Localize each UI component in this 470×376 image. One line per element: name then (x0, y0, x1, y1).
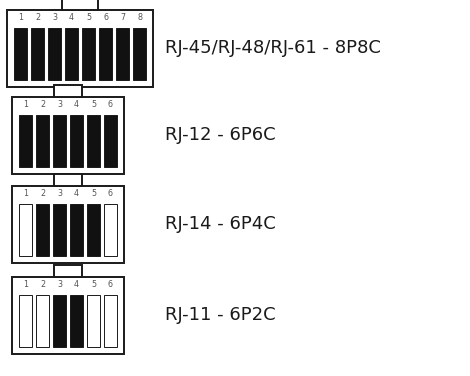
Bar (14, 27, 27, 79)
Text: 5: 5 (91, 100, 96, 109)
Text: 3: 3 (57, 280, 62, 289)
Text: 4: 4 (74, 100, 79, 109)
Text: 3: 3 (57, 100, 62, 109)
Bar (31, 27, 44, 79)
Bar (53, 115, 66, 167)
Bar (54, 173, 82, 185)
Bar (19, 115, 32, 167)
Bar (54, 85, 82, 97)
Text: RJ-14 - 6P4C: RJ-14 - 6P4C (165, 215, 276, 233)
Bar (82, 27, 95, 79)
Bar (65, 27, 78, 79)
Text: RJ-11 - 6P2C: RJ-11 - 6P2C (165, 306, 275, 324)
Text: 3: 3 (57, 189, 62, 198)
Bar (70, 115, 83, 167)
Bar (87, 203, 100, 256)
Text: 4: 4 (69, 13, 74, 22)
Text: RJ-45/RJ-48/RJ-61 - 8P8C: RJ-45/RJ-48/RJ-61 - 8P8C (165, 39, 381, 57)
Text: 4: 4 (74, 189, 79, 198)
Bar (133, 27, 146, 79)
Text: 1: 1 (18, 13, 23, 22)
Bar (12, 185, 124, 262)
Text: 8: 8 (137, 13, 142, 22)
Bar (7, 9, 153, 86)
Text: 5: 5 (91, 280, 96, 289)
Text: 6: 6 (103, 13, 108, 22)
Bar (116, 27, 129, 79)
Bar (87, 115, 100, 167)
Bar (12, 276, 124, 353)
Text: 5: 5 (86, 13, 91, 22)
Bar (70, 203, 83, 256)
Bar (104, 115, 117, 167)
Bar (36, 115, 49, 167)
Bar (54, 264, 82, 276)
Bar (53, 294, 66, 347)
Bar (99, 27, 112, 79)
Bar (104, 294, 117, 347)
Text: 2: 2 (35, 13, 40, 22)
Text: 6: 6 (108, 100, 113, 109)
Text: 5: 5 (91, 189, 96, 198)
Bar (19, 294, 32, 347)
Text: 1: 1 (23, 100, 28, 109)
Text: 2: 2 (40, 280, 45, 289)
Bar (87, 294, 100, 347)
Text: 6: 6 (108, 189, 113, 198)
Bar (19, 203, 32, 256)
Bar (12, 97, 124, 173)
Text: 2: 2 (40, 189, 45, 198)
Text: 1: 1 (23, 189, 28, 198)
Bar (36, 294, 49, 347)
Bar (104, 203, 117, 256)
Text: 7: 7 (120, 13, 125, 22)
Bar (48, 27, 61, 79)
Text: 1: 1 (23, 280, 28, 289)
Bar (70, 294, 83, 347)
Text: RJ-12 - 6P6C: RJ-12 - 6P6C (165, 126, 275, 144)
Bar (36, 203, 49, 256)
Text: 4: 4 (74, 280, 79, 289)
Bar (62, 0, 98, 9)
Bar (53, 203, 66, 256)
Text: 3: 3 (52, 13, 57, 22)
Text: 6: 6 (108, 280, 113, 289)
Text: 2: 2 (40, 100, 45, 109)
